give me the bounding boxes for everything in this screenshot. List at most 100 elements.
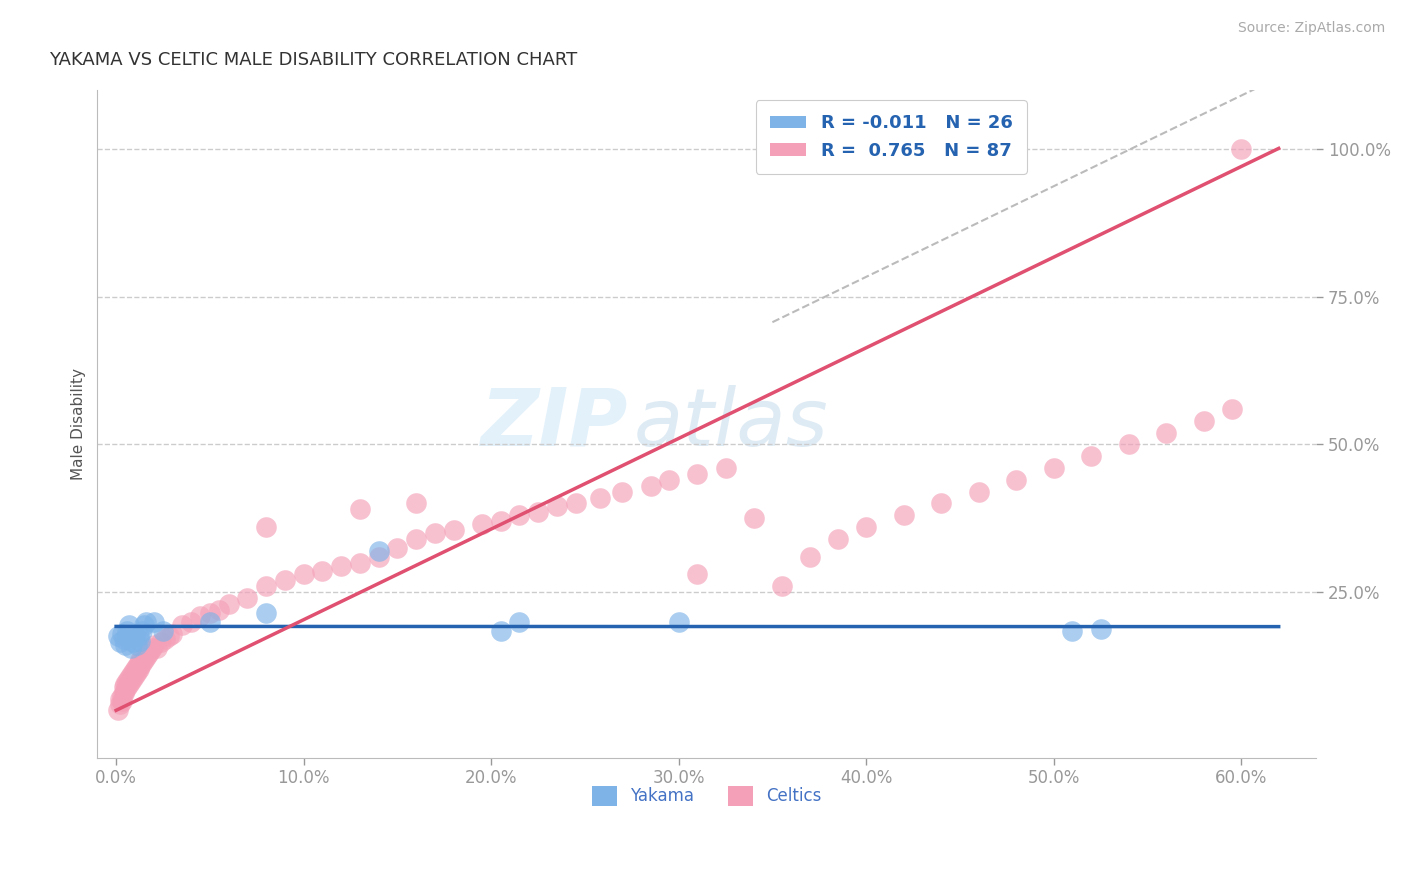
- Point: [124, 630, 146, 644]
- Point: [686, 567, 709, 582]
- Point: [107, 630, 129, 644]
- Point: [1042, 461, 1064, 475]
- Point: [152, 624, 174, 638]
- Point: [135, 650, 157, 665]
- Point: [1080, 449, 1102, 463]
- Point: [117, 624, 139, 638]
- Point: [150, 635, 173, 649]
- Point: [120, 641, 142, 656]
- Point: [612, 484, 634, 499]
- Point: [117, 680, 139, 694]
- Point: [122, 671, 145, 685]
- Point: [423, 526, 446, 541]
- Point: [142, 615, 165, 629]
- Point: [1192, 414, 1215, 428]
- Point: [471, 517, 494, 532]
- Point: [367, 543, 389, 558]
- Point: [330, 558, 353, 573]
- Point: [118, 671, 141, 685]
- Point: [111, 626, 134, 640]
- Point: [1230, 142, 1253, 156]
- Point: [254, 520, 277, 534]
- Point: [134, 653, 156, 667]
- Point: [1090, 622, 1112, 636]
- Point: [489, 514, 512, 528]
- Point: [124, 662, 146, 676]
- Point: [714, 461, 737, 475]
- Point: [254, 606, 277, 620]
- Point: [146, 641, 169, 656]
- Point: [107, 703, 129, 717]
- Point: [855, 520, 877, 534]
- Point: [387, 541, 409, 555]
- Point: [1154, 425, 1177, 440]
- Point: [274, 574, 297, 588]
- Point: [349, 556, 371, 570]
- Point: [136, 647, 159, 661]
- Point: [742, 511, 765, 525]
- Point: [120, 673, 142, 688]
- Point: [405, 532, 427, 546]
- Point: [190, 608, 212, 623]
- Text: ZIP: ZIP: [481, 384, 627, 463]
- Point: [770, 579, 793, 593]
- Point: [134, 617, 156, 632]
- Point: [640, 479, 662, 493]
- Point: [128, 656, 150, 670]
- Point: [198, 606, 221, 620]
- Y-axis label: Male Disability: Male Disability: [72, 368, 86, 480]
- Point: [135, 615, 157, 629]
- Point: [118, 617, 141, 632]
- Point: [125, 659, 148, 673]
- Point: [111, 689, 134, 703]
- Point: [1005, 473, 1028, 487]
- Point: [117, 673, 139, 688]
- Point: [153, 632, 176, 647]
- Point: [198, 615, 221, 629]
- Text: atlas: atlas: [634, 384, 828, 463]
- Point: [349, 502, 371, 516]
- Point: [125, 665, 148, 679]
- Point: [799, 549, 821, 564]
- Text: YAKAMA VS CELTIC MALE DISABILITY CORRELATION CHART: YAKAMA VS CELTIC MALE DISABILITY CORRELA…: [49, 51, 576, 69]
- Point: [564, 496, 586, 510]
- Point: [658, 473, 681, 487]
- Point: [405, 496, 427, 510]
- Point: [443, 523, 465, 537]
- Point: [162, 626, 184, 640]
- Point: [508, 508, 530, 523]
- Point: [112, 685, 135, 699]
- Point: [108, 635, 131, 649]
- Point: [311, 565, 333, 579]
- Point: [108, 691, 131, 706]
- Point: [1062, 624, 1084, 638]
- Point: [1220, 401, 1243, 416]
- Point: [180, 615, 202, 629]
- Point: [111, 694, 134, 708]
- Point: [114, 638, 136, 652]
- Point: [170, 617, 193, 632]
- Point: [546, 500, 568, 514]
- Point: [122, 635, 145, 649]
- Point: [124, 668, 146, 682]
- Point: [292, 567, 315, 582]
- Point: [827, 532, 849, 546]
- Point: [893, 508, 915, 523]
- Point: [129, 653, 152, 667]
- Point: [131, 656, 153, 670]
- Point: [114, 677, 136, 691]
- Point: [589, 491, 612, 505]
- Point: [208, 603, 231, 617]
- Point: [131, 624, 153, 638]
- Point: [489, 624, 512, 638]
- Point: [114, 682, 136, 697]
- Point: [527, 505, 550, 519]
- Point: [236, 591, 259, 605]
- Point: [254, 579, 277, 593]
- Point: [141, 641, 163, 656]
- Text: Source: ZipAtlas.com: Source: ZipAtlas.com: [1237, 21, 1385, 35]
- Point: [686, 467, 709, 481]
- Point: [668, 615, 690, 629]
- Point: [122, 665, 145, 679]
- Point: [157, 630, 180, 644]
